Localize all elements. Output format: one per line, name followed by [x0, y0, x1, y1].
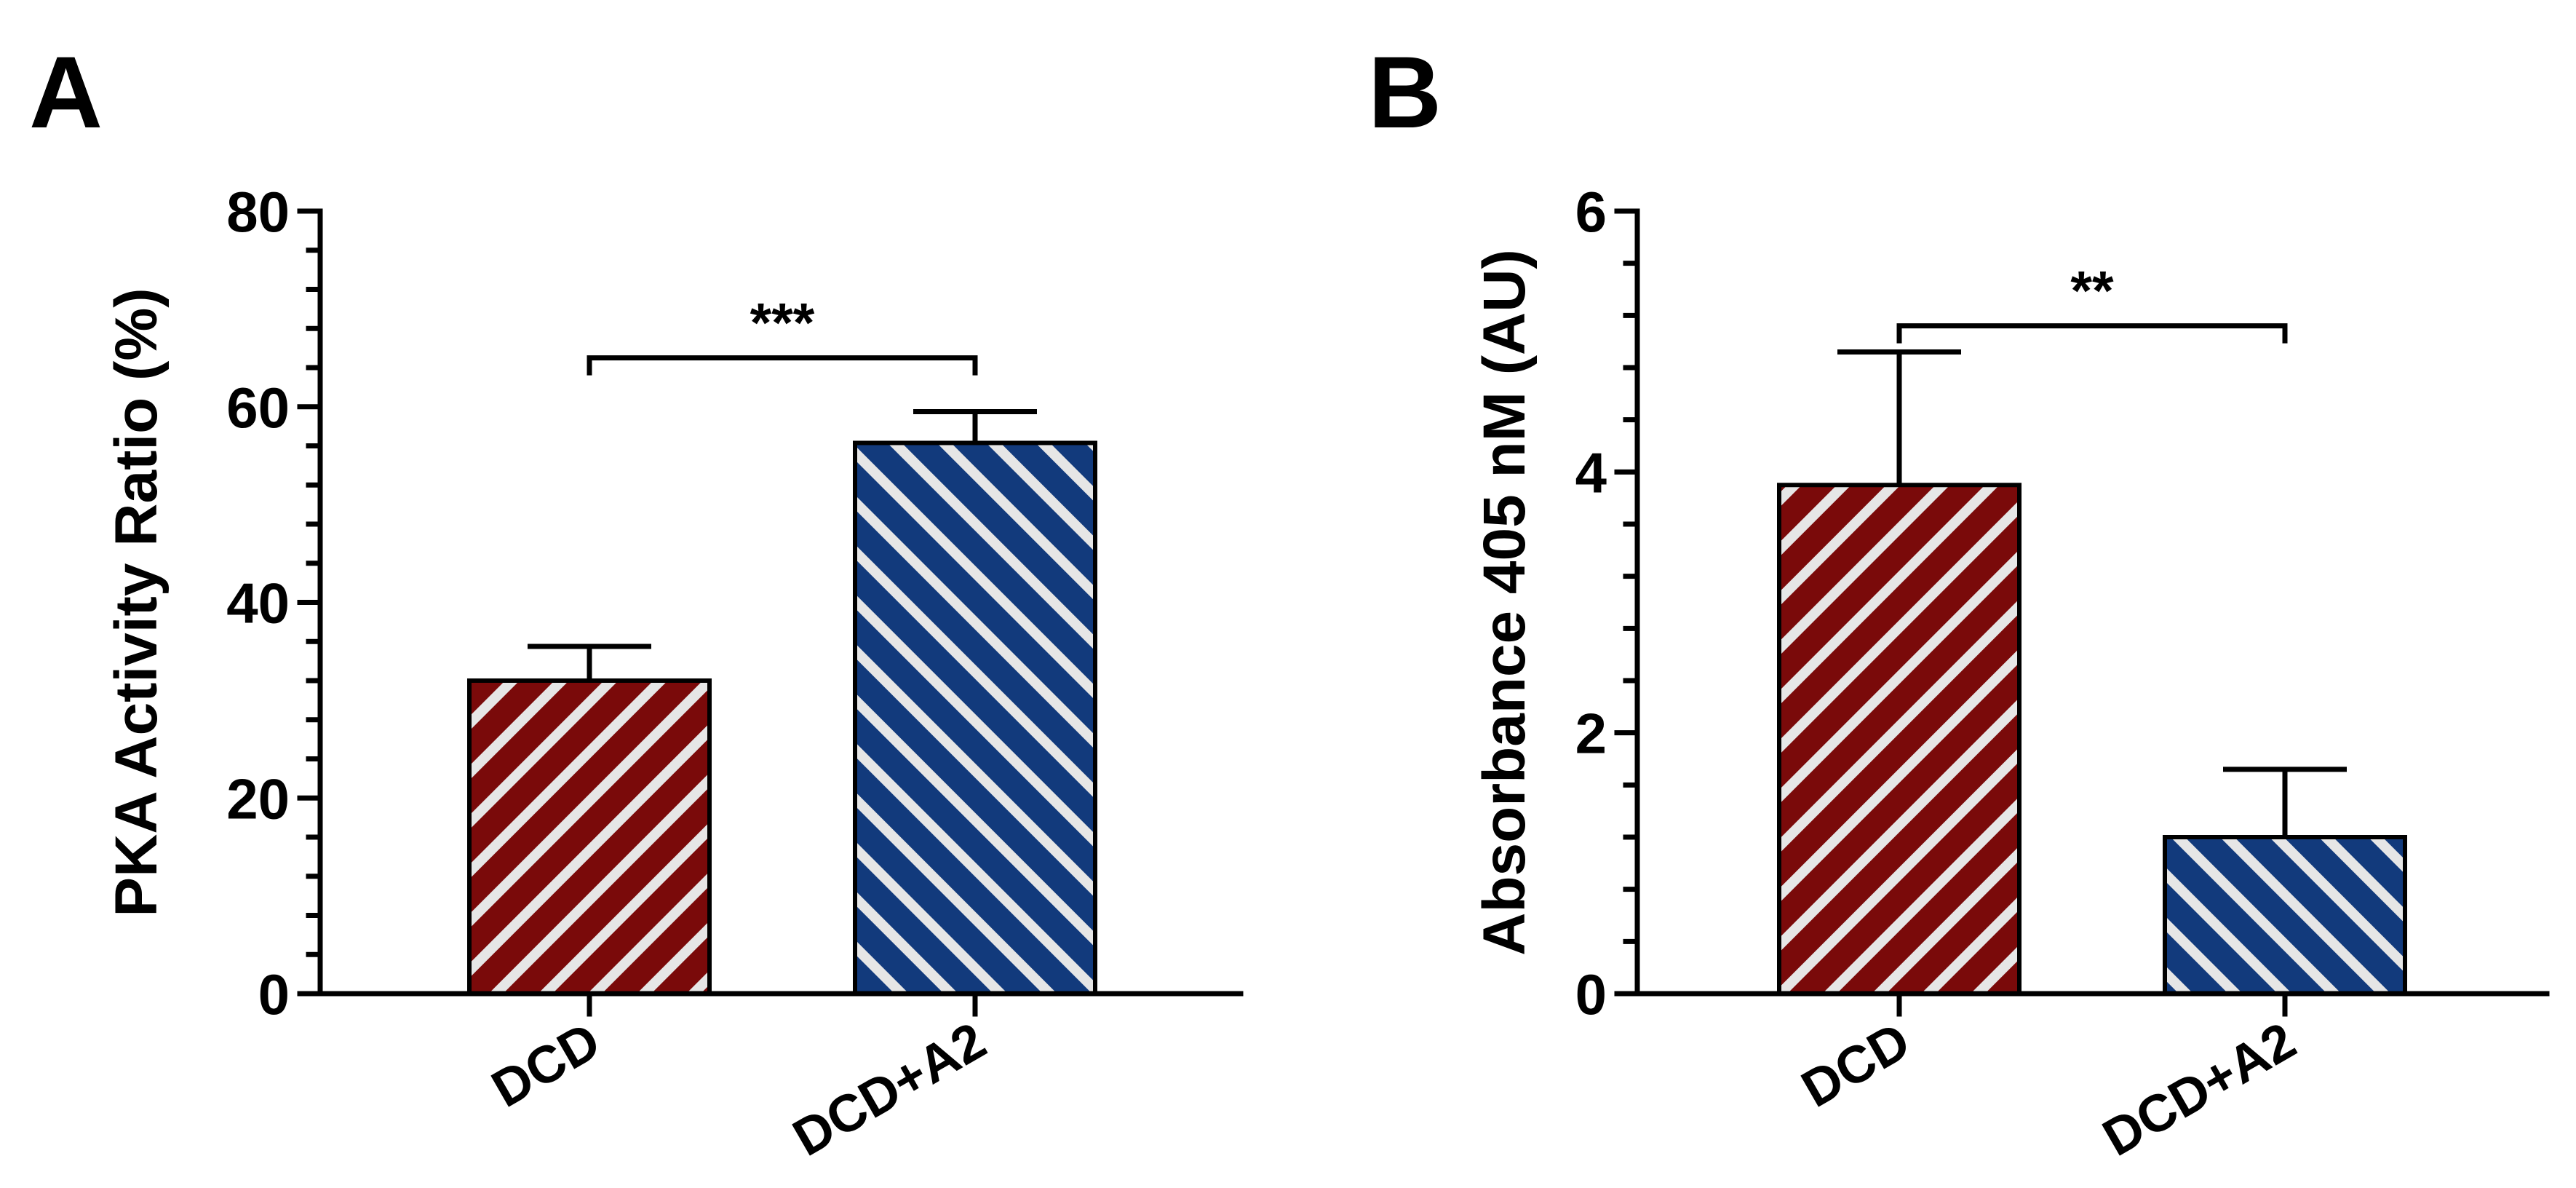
panel-b-bar-dcd-a2 — [2163, 835, 2407, 996]
panel-a-y-tick-label: 80 — [226, 180, 290, 244]
panel-a-y-tick-label: 40 — [226, 571, 290, 635]
panel-b-chart: B Absorbance 405 nM (AU) 0 2 4 6 DCD DCD… — [1368, 35, 2550, 1168]
panel-a-x-category-label: DCD+A2 — [784, 1012, 995, 1168]
panel-b-significance-bracket — [1896, 323, 2288, 344]
panel-a-x-category-label: DCD — [482, 1012, 610, 1119]
panel-a-chart: A PKA Activity Ratio (%) 0 20 40 60 80 D… — [29, 35, 1244, 1168]
panel-a-y-tick-label: 60 — [226, 376, 290, 440]
panel-a-letter: A — [29, 35, 103, 149]
panel-a-y-axis-title: PKA Activity Ratio (%) — [103, 288, 170, 916]
panel-a-y-tick-label: 20 — [226, 767, 290, 831]
panel-a-significance-bracket — [587, 355, 978, 376]
panel-b-bar-dcd — [1777, 483, 2022, 996]
panel-a-y-tick-label: 0 — [258, 962, 290, 1026]
panel-a-bar-dcd — [467, 678, 712, 996]
panel-b-significance-label: ** — [2070, 261, 2114, 322]
panel-b-y-axis-title: Absorbance 405 nM (AU) — [1471, 249, 1538, 956]
panel-b-y-tick-label: 4 — [1575, 440, 1607, 504]
panel-b-y-tick-label: 6 — [1575, 180, 1607, 244]
panel-a-significance-label: *** — [750, 293, 815, 355]
panel-b-y-tick-label: 0 — [1575, 962, 1607, 1026]
panel-b-x-category-label: DCD — [1792, 1012, 1920, 1119]
panel-b-y-tick-label: 2 — [1575, 702, 1607, 766]
panel-b-x-category-label: DCD+A2 — [2094, 1012, 2305, 1168]
panel-b-letter: B — [1368, 35, 1442, 149]
panel-a-bar-dcd-a2 — [853, 440, 1097, 996]
